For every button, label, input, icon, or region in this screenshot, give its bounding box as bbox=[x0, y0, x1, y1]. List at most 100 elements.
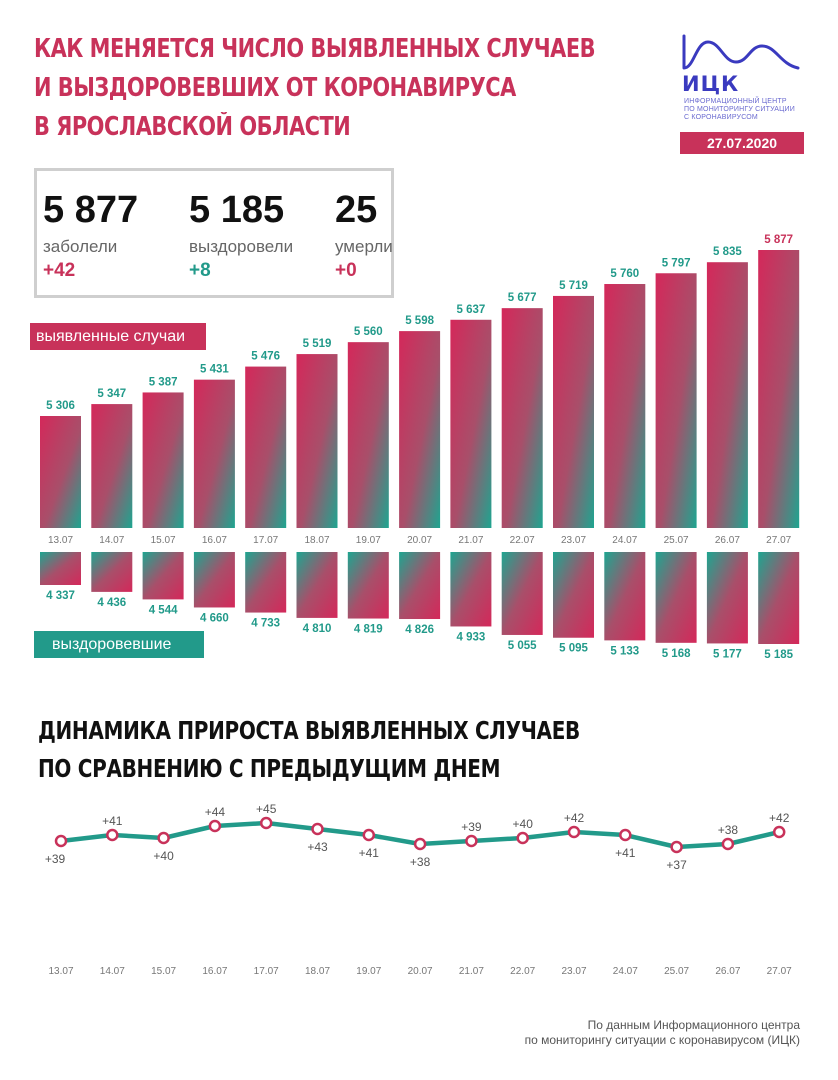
recovered-bar bbox=[142, 552, 184, 600]
cases-data-label: 5 306 bbox=[46, 400, 75, 412]
increase-data-label: +42 bbox=[769, 811, 790, 825]
recovered-data-label: 4 337 bbox=[46, 590, 75, 602]
logo-subtitle: Информационный центр по мониторингу ситу… bbox=[684, 98, 814, 122]
x-tick-label: 24.07 bbox=[613, 966, 638, 977]
cases-bar bbox=[450, 319, 492, 528]
increase-point bbox=[157, 831, 170, 845]
stats-box: 5 877 заболели +42 5 185 выздоровели +8 … bbox=[34, 168, 394, 298]
x-tick-label: 15.07 bbox=[151, 966, 176, 977]
increase-point bbox=[362, 828, 376, 842]
cases-bar bbox=[347, 342, 389, 528]
date-badge: 27.07.2020 bbox=[680, 132, 804, 154]
cases-data-label: 5 476 bbox=[251, 351, 280, 363]
cases-bar bbox=[758, 250, 800, 528]
x-tick-label: 26.07 bbox=[715, 966, 740, 977]
x-tick-label: 25.07 bbox=[664, 966, 689, 977]
increase-point bbox=[311, 822, 324, 836]
x-tick-label: 22.07 bbox=[510, 966, 535, 977]
section-title-line: Динамика прироста выявленных случаев bbox=[38, 716, 580, 745]
stat-delta: +0 bbox=[335, 260, 357, 281]
increase-point bbox=[106, 828, 119, 842]
increase-point bbox=[670, 840, 683, 854]
recovered-bar bbox=[450, 552, 492, 627]
recovered-data-label: 5 055 bbox=[508, 640, 537, 652]
increase-data-label: +39 bbox=[461, 820, 482, 834]
increase-point bbox=[54, 834, 68, 848]
recovered-data-label: 4 819 bbox=[354, 624, 383, 636]
cases-data-label: 5 797 bbox=[662, 257, 691, 269]
logo-name: ИЦК bbox=[682, 72, 740, 96]
cases-data-label: 5 637 bbox=[457, 304, 486, 316]
recovered-bar bbox=[347, 552, 389, 619]
x-tick-label: 23.07 bbox=[561, 535, 586, 546]
footnote: По данным Информационного центра по мони… bbox=[400, 1018, 800, 1048]
increase-point bbox=[619, 828, 632, 842]
x-tick-label: 13.07 bbox=[48, 535, 73, 546]
page-title: Как меняется число выявленных случаев и … bbox=[34, 30, 634, 147]
section-title: Динамика прироста выявленных случаев по … bbox=[38, 712, 638, 788]
increase-data-label: +41 bbox=[615, 846, 636, 860]
x-tick-label: 16.07 bbox=[202, 966, 227, 977]
recovered-data-label: 5 133 bbox=[610, 645, 639, 657]
increase-data-label: +40 bbox=[513, 817, 534, 831]
cases-bar bbox=[604, 284, 646, 528]
recovered-tag: выздоровевшие bbox=[34, 631, 204, 658]
recovered-data-label: 5 185 bbox=[764, 649, 793, 661]
increase-data-label: +37 bbox=[666, 858, 687, 872]
cases-bar bbox=[399, 331, 441, 528]
x-tick-label: 13.07 bbox=[48, 966, 73, 977]
logo-subtitle-line: Информационный центр bbox=[684, 98, 787, 105]
x-tick-label: 18.07 bbox=[304, 535, 329, 546]
cases-data-label: 5 519 bbox=[303, 338, 332, 350]
cases-data-label: 5 387 bbox=[149, 376, 178, 388]
stat-label: умерли bbox=[335, 237, 393, 256]
stat-value: 5 185 bbox=[189, 189, 285, 231]
logo-subtitle-line: с коронавирусом bbox=[684, 114, 758, 121]
recovered-data-label: 5 177 bbox=[713, 648, 742, 660]
increase-point bbox=[259, 816, 273, 830]
x-tick-label: 15.07 bbox=[151, 535, 176, 546]
logo-wave-icon bbox=[682, 34, 800, 70]
recovered-data-label: 4 544 bbox=[149, 604, 178, 616]
section-title-line: по сравнению с предыдущим днем bbox=[38, 754, 501, 783]
increase-data-label: +41 bbox=[102, 814, 123, 828]
cases-data-label: 5 835 bbox=[713, 246, 742, 258]
recovered-data-label: 4 810 bbox=[303, 623, 332, 635]
recovered-bar bbox=[193, 552, 235, 608]
cases-recovered-bar-chart: 5 306 13.07 4 337 5 347 14.07 4 436 5 387 15.07… bbox=[40, 234, 800, 661]
stat-label: заболели bbox=[43, 237, 118, 256]
cases-data-label: 5 431 bbox=[200, 364, 229, 376]
cases-bar bbox=[501, 308, 543, 528]
x-tick-label: 27.07 bbox=[767, 966, 792, 977]
cases-bar bbox=[40, 416, 81, 528]
cases-data-label: 5 598 bbox=[405, 315, 434, 327]
increase-data-label: +39 bbox=[45, 852, 66, 866]
cases-bar bbox=[655, 273, 697, 528]
x-tick-label: 22.07 bbox=[510, 535, 535, 546]
cases-bar bbox=[91, 404, 133, 528]
increase-point bbox=[567, 825, 581, 839]
increase-data-label: +38 bbox=[410, 855, 431, 869]
x-tick-label: 20.07 bbox=[407, 535, 432, 546]
increase-data-label: +45 bbox=[256, 802, 277, 816]
stat-delta: +8 bbox=[189, 260, 211, 281]
stat-label: выздоровели bbox=[189, 237, 294, 256]
x-tick-label: 21.07 bbox=[458, 535, 483, 546]
cases-bar bbox=[142, 392, 184, 528]
recovered-bar bbox=[604, 552, 646, 641]
daily-increase-line-chart: +39 13.07 +41 14.07 +40 15.07 +44 16.07 +45 17.07… bbox=[45, 802, 792, 977]
title-line: и выздоровевших от коронавируса bbox=[34, 73, 516, 103]
footnote-line: по мониторингу ситуации с коронавирусом … bbox=[524, 1033, 800, 1047]
stat-recovered: 5 185 выздоровели +8 bbox=[189, 189, 293, 283]
cases-bar bbox=[193, 379, 235, 528]
recovered-data-label: 4 660 bbox=[200, 612, 229, 624]
recovered-bar bbox=[655, 552, 697, 643]
x-tick-label: 16.07 bbox=[202, 535, 227, 546]
recovered-data-label: 4 436 bbox=[97, 597, 126, 609]
increase-point bbox=[465, 834, 478, 848]
increase-data-label: +42 bbox=[564, 811, 585, 825]
recovered-bar bbox=[706, 552, 748, 644]
cases-bar bbox=[706, 262, 748, 528]
stat-infected: 5 877 заболели +42 bbox=[43, 189, 138, 283]
x-tick-label: 25.07 bbox=[664, 535, 689, 546]
